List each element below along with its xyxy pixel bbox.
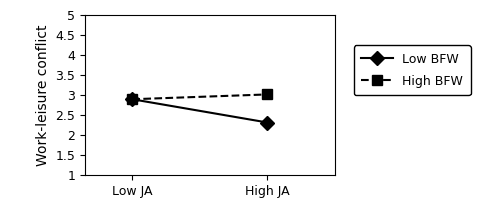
High BFW	[264, 93, 270, 96]
Y-axis label: Work-leisure conflict: Work-leisure conflict	[36, 24, 50, 166]
Line: High BFW: High BFW	[128, 90, 272, 104]
High BFW	[130, 98, 136, 101]
Legend: Low BFW, High BFW: Low BFW, High BFW	[354, 45, 471, 95]
Low BFW	[130, 98, 136, 101]
Line: Low BFW: Low BFW	[128, 94, 272, 127]
Low BFW	[264, 121, 270, 124]
